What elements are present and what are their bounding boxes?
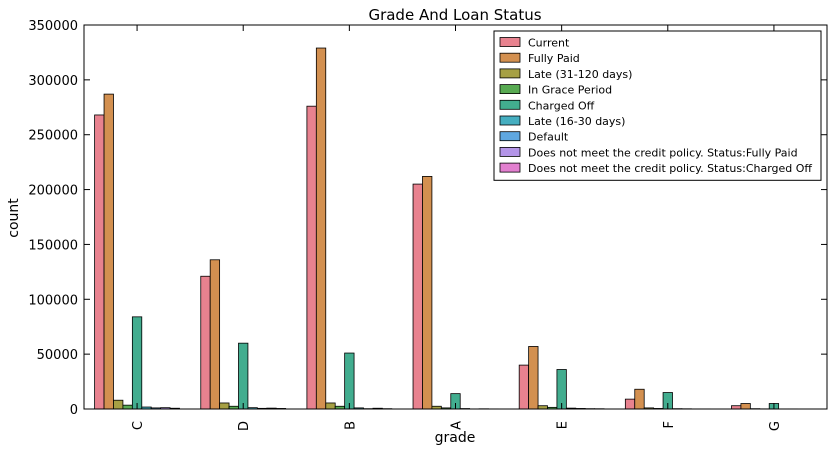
bar-E-series-1 (528, 346, 539, 410)
bar-C-series-4 (131, 316, 143, 410)
legend-swatch (499, 115, 521, 126)
chart-title: Grade And Loan Status (368, 6, 541, 24)
y-tick-label: 300000 (28, 74, 78, 89)
y-tick-label: 0 (70, 403, 78, 418)
legend-swatch (499, 37, 521, 47)
legend-label: Does not meet the credit policy. Status:… (528, 146, 798, 159)
y-ticks: 0 50000 100000 150000 200000 250000 300000 3500… (28, 19, 827, 418)
y-tick-label: 350000 (28, 19, 78, 34)
bar-C-series-2 (113, 399, 124, 410)
y-tick-label: 100000 (28, 293, 78, 308)
plot-frame (83, 24, 828, 410)
y-axis-label: count (6, 198, 22, 238)
x-tick-label-A: A (450, 421, 465, 430)
x-tick-label-D: D (237, 421, 252, 431)
x-tick-label-F: F (662, 421, 677, 428)
legend-label: Does not meet the credit policy. Status:… (528, 162, 812, 175)
legend-swatch (499, 146, 521, 157)
bar-D-series-4 (238, 342, 249, 410)
legend-label: Charged Off (528, 99, 595, 112)
bar-E-series-0 (518, 364, 530, 410)
bar-A-series-1 (422, 176, 433, 410)
bar-B-series-1 (315, 47, 327, 410)
x-axis-label: grade (435, 430, 476, 446)
legend-swatch (499, 131, 521, 142)
x-tick-label-B: B (343, 421, 358, 430)
bar-B-series-4 (344, 352, 355, 410)
bar-A-series-0 (412, 183, 423, 410)
y-tick-label: 150000 (28, 238, 78, 253)
bar-D-series-0 (200, 275, 211, 410)
x-tick-label-G: G (768, 421, 783, 431)
bar-C-series-3 (122, 404, 133, 410)
y-tick-label: 250000 (28, 129, 78, 144)
legend: Current Fully Paid Late (31-120 days) In Gr… (493, 30, 822, 181)
legend-box (493, 30, 822, 181)
legend-swatch (499, 84, 521, 94)
bar-D-series-2 (219, 402, 230, 410)
bar-G-series-1 (740, 403, 751, 410)
legend-label: Current (528, 37, 570, 50)
bar-C-series-0 (94, 114, 105, 410)
bar-B-series-0 (306, 105, 317, 410)
bar-F-series-1 (634, 388, 645, 410)
legend-swatch (499, 68, 521, 79)
bar-C-series-1 (103, 93, 114, 410)
legend-label: Late (31-120 days) (528, 68, 632, 81)
y-tick-label: 200000 (28, 184, 78, 199)
legend-swatch (499, 162, 521, 173)
legend-label: In Grace Period (528, 84, 612, 97)
y-tick-label: 50000 (37, 348, 78, 363)
bar-F-series-0 (624, 398, 636, 410)
legend-swatch (499, 52, 521, 63)
legend-label: Fully Paid (528, 52, 580, 65)
bar-D-series-1 (209, 259, 221, 410)
bars-layer (94, 47, 817, 410)
x-tick-label-E: E (556, 421, 571, 429)
legend-swatch (499, 99, 521, 110)
legend-label: Late (16-30 days) (528, 115, 625, 128)
legend-label: Default (528, 131, 569, 144)
x-tick-label-C: C (131, 421, 146, 430)
bar-B-series-2 (325, 402, 336, 410)
